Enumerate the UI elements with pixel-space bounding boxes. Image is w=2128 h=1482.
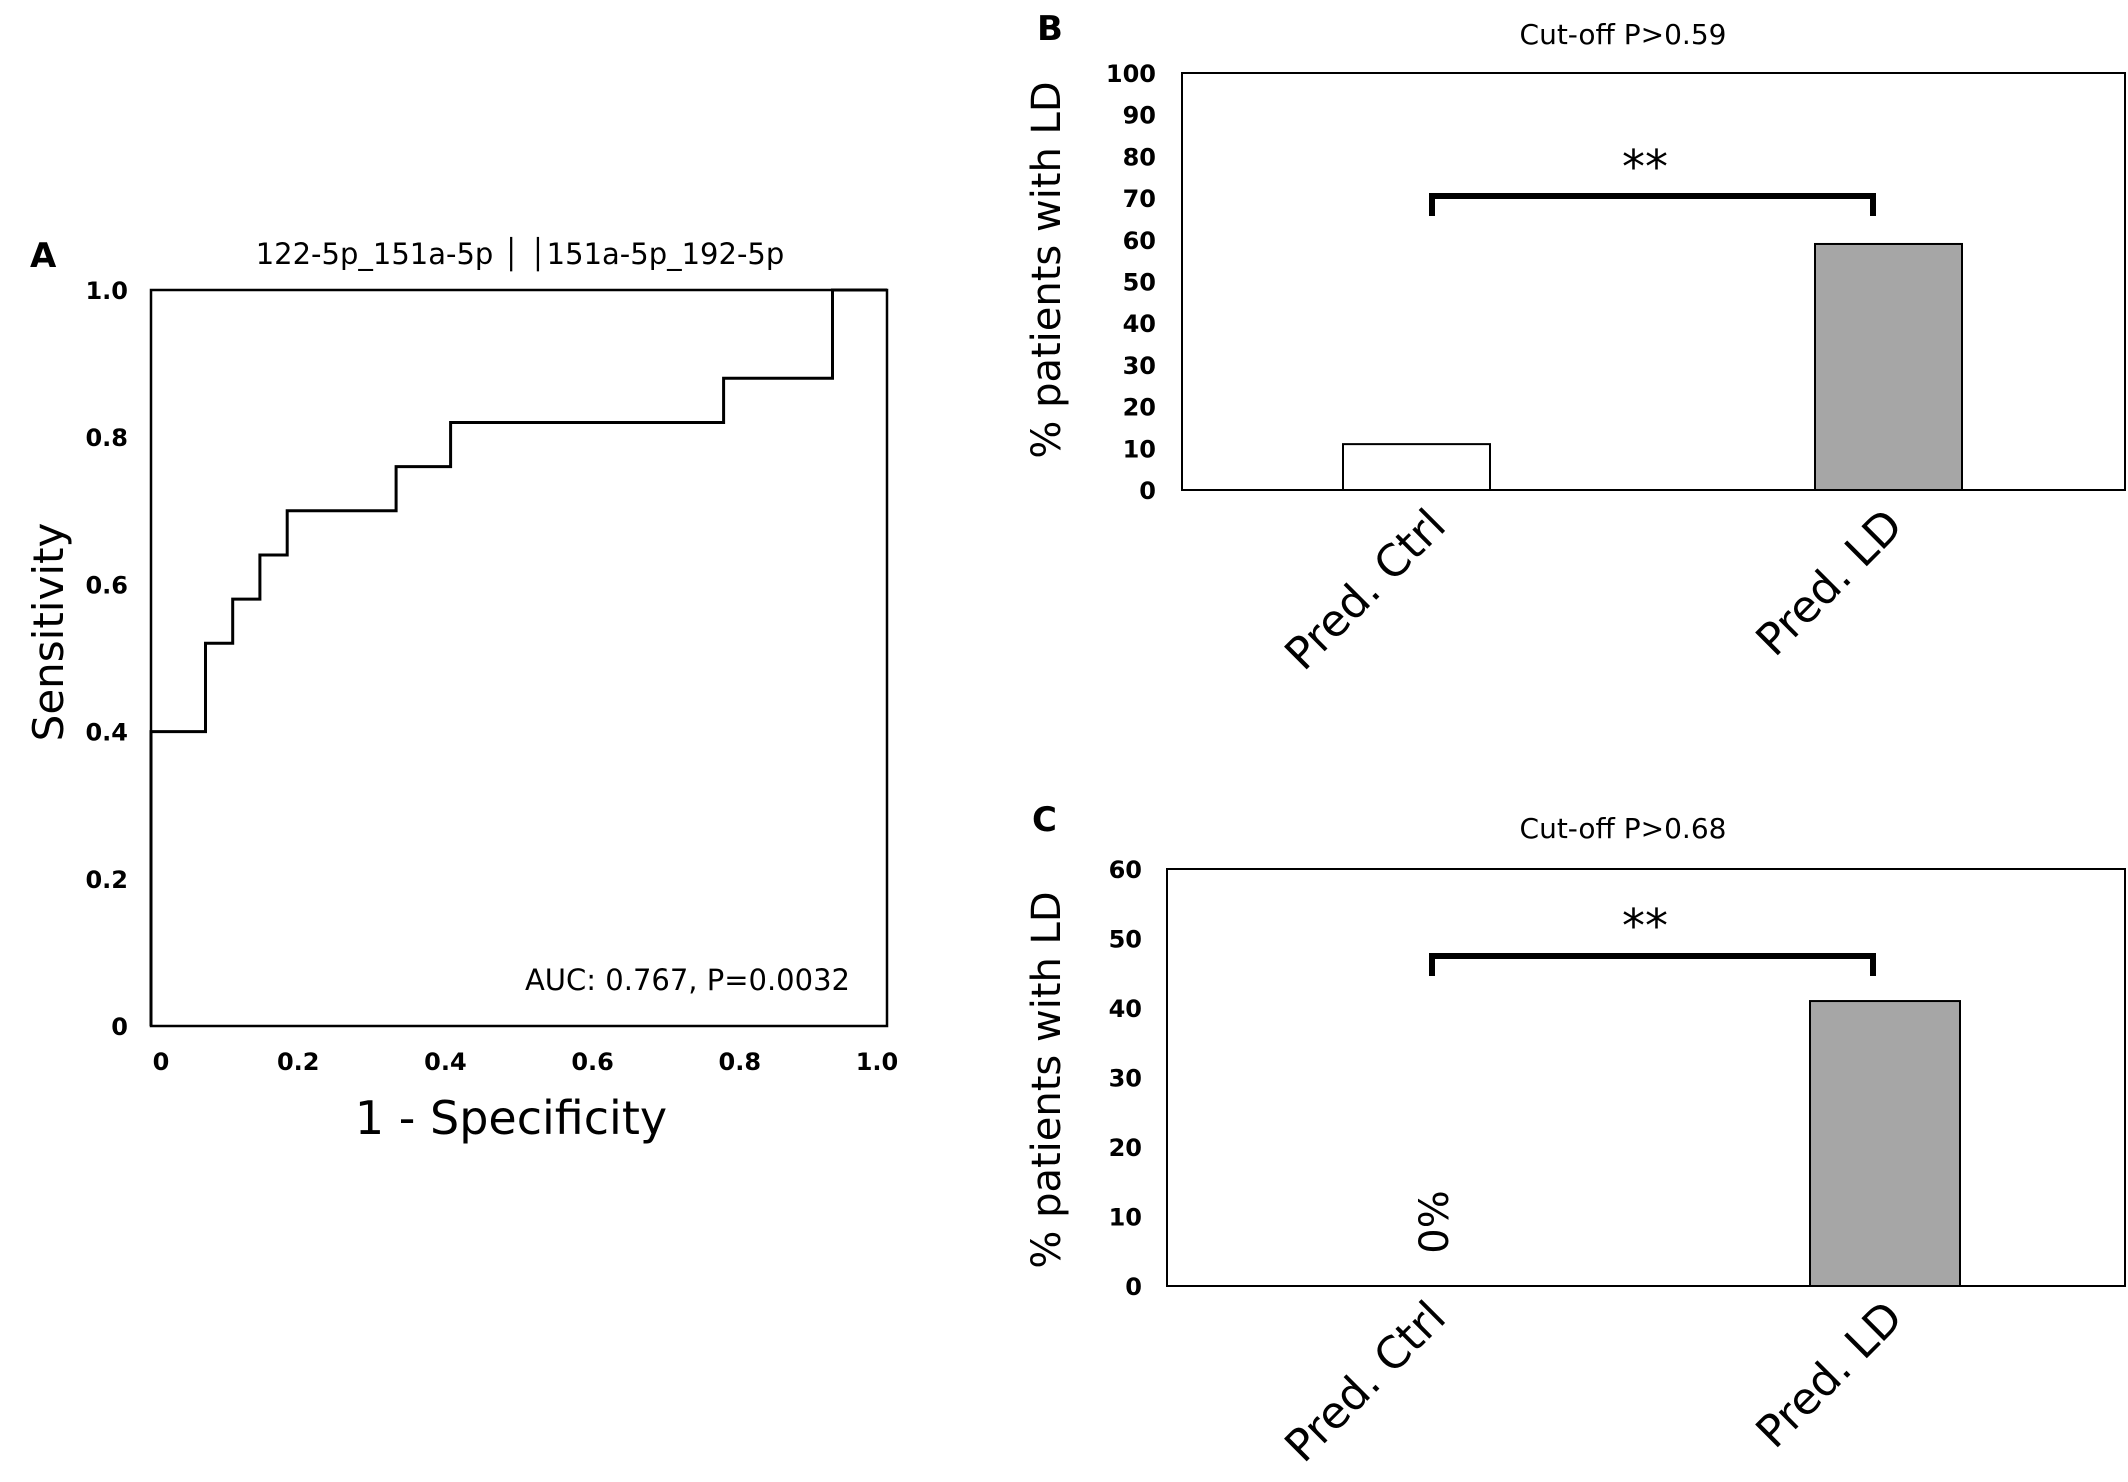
panel-c-category-labels: Pred. Ctrl Pred. LD <box>1275 1292 1912 1472</box>
panel-a-auc-annotation: AUC: 0.767, P=0.0032 <box>525 963 850 997</box>
panel-c-bar <box>1809 1000 1961 1287</box>
panel-b-y-tick-label: 50 <box>1123 269 1156 297</box>
panel-b-category-label: Pred. Ctrl <box>1275 500 1455 680</box>
panel-b-label: B <box>1037 9 1063 49</box>
panel-c-y-tick-label: 0 <box>1125 1273 1142 1301</box>
panel-b-y-tick-label: 10 <box>1123 435 1156 463</box>
panel-c-significance-bracket <box>1429 953 1876 976</box>
panel-b-y-tick-label: 60 <box>1123 227 1156 255</box>
panel-b-plot-frame <box>1181 72 2126 491</box>
panel-a-x-tick-label: 0.2 <box>277 1048 320 1076</box>
panel-a-x-tick-label: 1.0 <box>856 1048 899 1076</box>
panel-b-title: Cut-off P>0.59 <box>1520 18 1727 51</box>
panel-b-significance-stars: ** <box>1622 140 1668 194</box>
panel-b-y-axis-label: % patients with LD <box>1024 81 1070 458</box>
panel-a-y-tick-label: 0.8 <box>85 424 128 452</box>
panel-a-x-axis-label: 1 - Specificity <box>355 1091 667 1145</box>
panel-b-category-labels: Pred. Ctrl Pred. LD <box>1275 500 1912 680</box>
panel-c-title: Cut-off P>0.68 <box>1520 812 1727 845</box>
panel-b-category-label: Pred. LD <box>1746 500 1912 666</box>
panel-b-y-tick-label: 30 <box>1123 352 1156 380</box>
panel-c-y-ticks: 0 10 20 30 40 50 60 <box>1109 856 1142 1301</box>
panel-a-y-axis-label: Sensitivity <box>24 523 73 742</box>
panel-a-x-tick-label: 0.8 <box>719 1048 762 1076</box>
panel-a-y-tick-label: 0 <box>111 1013 128 1041</box>
panel-c-y-tick-label: 40 <box>1109 995 1142 1023</box>
panel-a-y-tick-label: 0.4 <box>85 719 128 747</box>
panel-a-plot-frame <box>149 288 889 1028</box>
panel-b-y-tick-label: 40 <box>1123 310 1156 338</box>
panel-c: C Cut-off P>0.68 0 10 20 30 40 50 60 Pred. Ctr… <box>1024 800 2126 1472</box>
panel-b-significance-bracket <box>1429 193 1876 216</box>
panel-b-bars <box>1342 242 1963 492</box>
panel-a: A 122-5p_151a-5p │ │151a-5p_192-5p 00.20… <box>24 236 898 1145</box>
panel-c-y-tick-label: 30 <box>1109 1065 1142 1093</box>
panel-c-y-tick-label: 20 <box>1109 1134 1142 1162</box>
panel-c-zero-value-label: 0% <box>1412 1190 1458 1253</box>
panel-b-y-tick-label: 90 <box>1123 102 1156 130</box>
panel-c-y-tick-label: 60 <box>1109 856 1142 884</box>
panel-a-y-ticks: 0 0.2 0.4 0.6 0.8 1.0 <box>85 277 128 1041</box>
panel-b-bar <box>1342 443 1491 492</box>
panel-a-x-tick-label: 0.6 <box>571 1048 614 1076</box>
panel-b-y-ticks: 0 10 20 30 40 50 60 70 80 90 100 <box>1106 60 1156 505</box>
panel-c-y-axis-label: % patients with LD <box>1024 891 1070 1268</box>
panel-a-x-tick-label: 0.4 <box>424 1048 467 1076</box>
panel-b-bar <box>1814 242 1963 491</box>
panel-a-title: 122-5p_151a-5p │ │151a-5p_192-5p <box>256 236 785 272</box>
panel-c-bars <box>1809 1000 1961 1287</box>
panel-c-label: C <box>1032 800 1057 840</box>
panel-a-x-tick-label: 0 <box>153 1048 170 1076</box>
panel-a-y-tick-label: 1.0 <box>85 277 128 305</box>
panel-b-y-tick-label: 80 <box>1123 143 1156 171</box>
panel-a-y-tick-label: 0.6 <box>85 571 128 599</box>
panel-c-category-label: Pred. Ctrl <box>1275 1292 1455 1472</box>
panel-c-y-tick-label: 10 <box>1109 1204 1142 1232</box>
panel-b-y-tick-label: 0 <box>1139 477 1156 505</box>
panel-c-y-tick-label: 50 <box>1109 926 1142 954</box>
panel-a-x-ticks: 0 0.2 0.4 0.6 0.8 1.0 <box>153 1048 899 1076</box>
panel-a-y-tick-label: 0.2 <box>85 866 128 894</box>
panel-b-y-tick-label: 70 <box>1123 185 1156 213</box>
panel-c-significance-stars: ** <box>1622 899 1668 953</box>
panel-c-category-label: Pred. LD <box>1746 1292 1912 1458</box>
panel-b-y-tick-label: 100 <box>1106 60 1156 88</box>
panel-a-label: A <box>30 236 57 276</box>
roc-curve <box>149 288 887 1026</box>
panel-b: B Cut-off P>0.59 0102030405060708090100 … <box>1024 9 2126 680</box>
panel-b-y-tick-label: 20 <box>1123 394 1156 422</box>
panel-c-plot-frame <box>1166 868 2126 1287</box>
